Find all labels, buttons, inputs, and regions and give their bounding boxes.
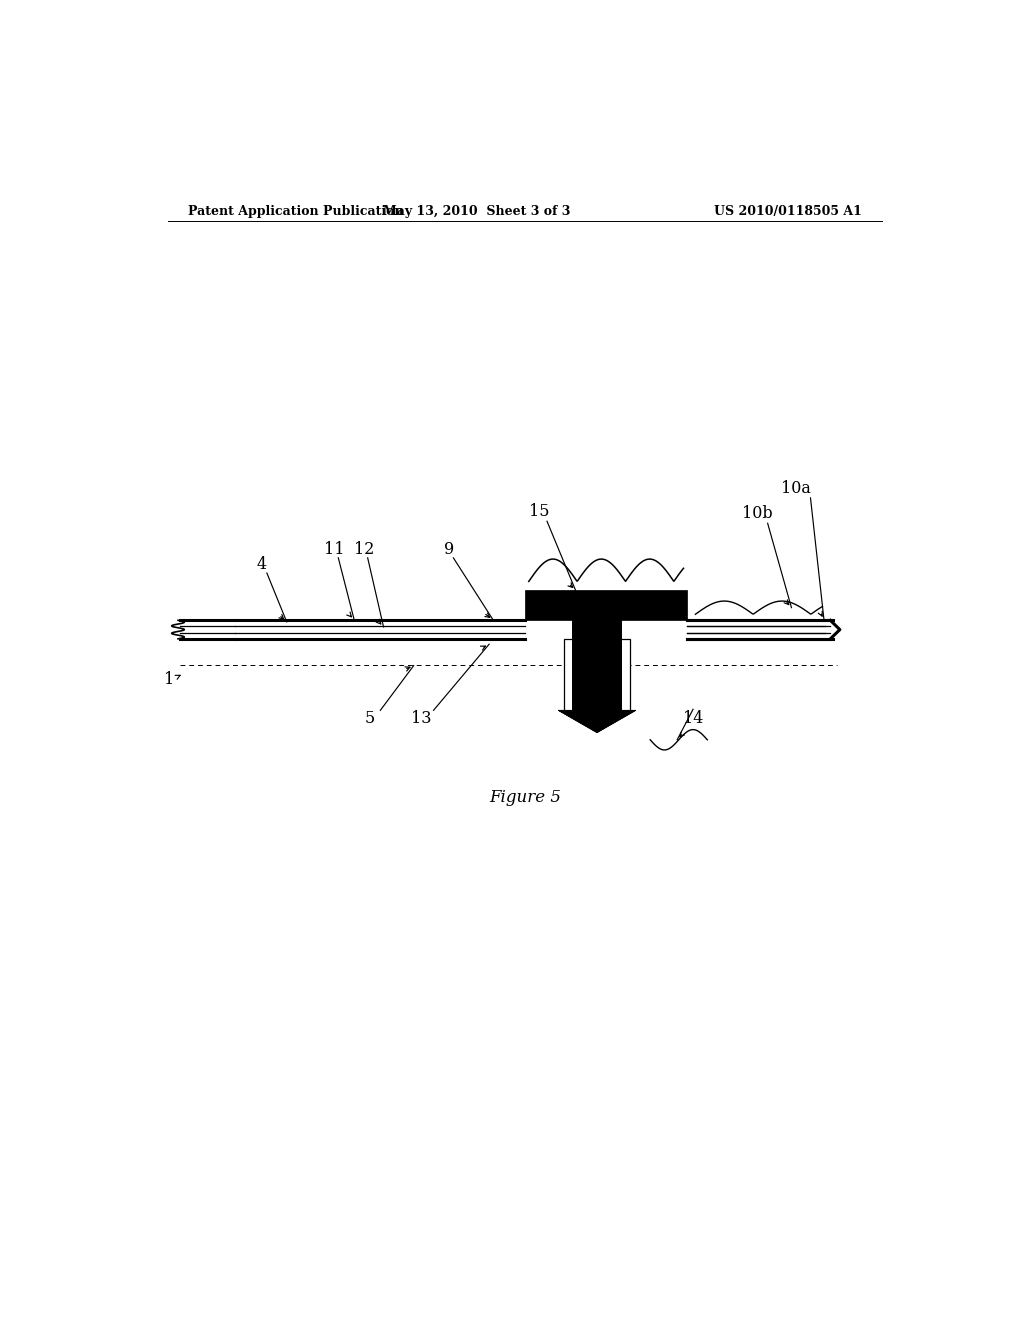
- Text: 15: 15: [528, 503, 549, 520]
- Text: 5: 5: [365, 710, 375, 727]
- Text: 11: 11: [324, 541, 345, 558]
- Text: 9: 9: [444, 541, 455, 558]
- Text: US 2010/0118505 A1: US 2010/0118505 A1: [714, 205, 862, 218]
- Text: May 13, 2010  Sheet 3 of 3: May 13, 2010 Sheet 3 of 3: [384, 205, 570, 218]
- Text: 1: 1: [164, 672, 174, 688]
- Polygon shape: [564, 639, 630, 713]
- Polygon shape: [558, 620, 636, 733]
- Text: 10b: 10b: [742, 506, 773, 523]
- Text: 13: 13: [412, 710, 432, 727]
- Text: 4: 4: [256, 556, 266, 573]
- Text: 14: 14: [683, 710, 703, 727]
- Text: 12: 12: [353, 541, 374, 558]
- Polygon shape: [524, 590, 687, 620]
- Text: Figure 5: Figure 5: [488, 788, 561, 805]
- Text: 10a: 10a: [781, 480, 811, 496]
- Text: Patent Application Publication: Patent Application Publication: [187, 205, 403, 218]
- Polygon shape: [558, 620, 636, 733]
